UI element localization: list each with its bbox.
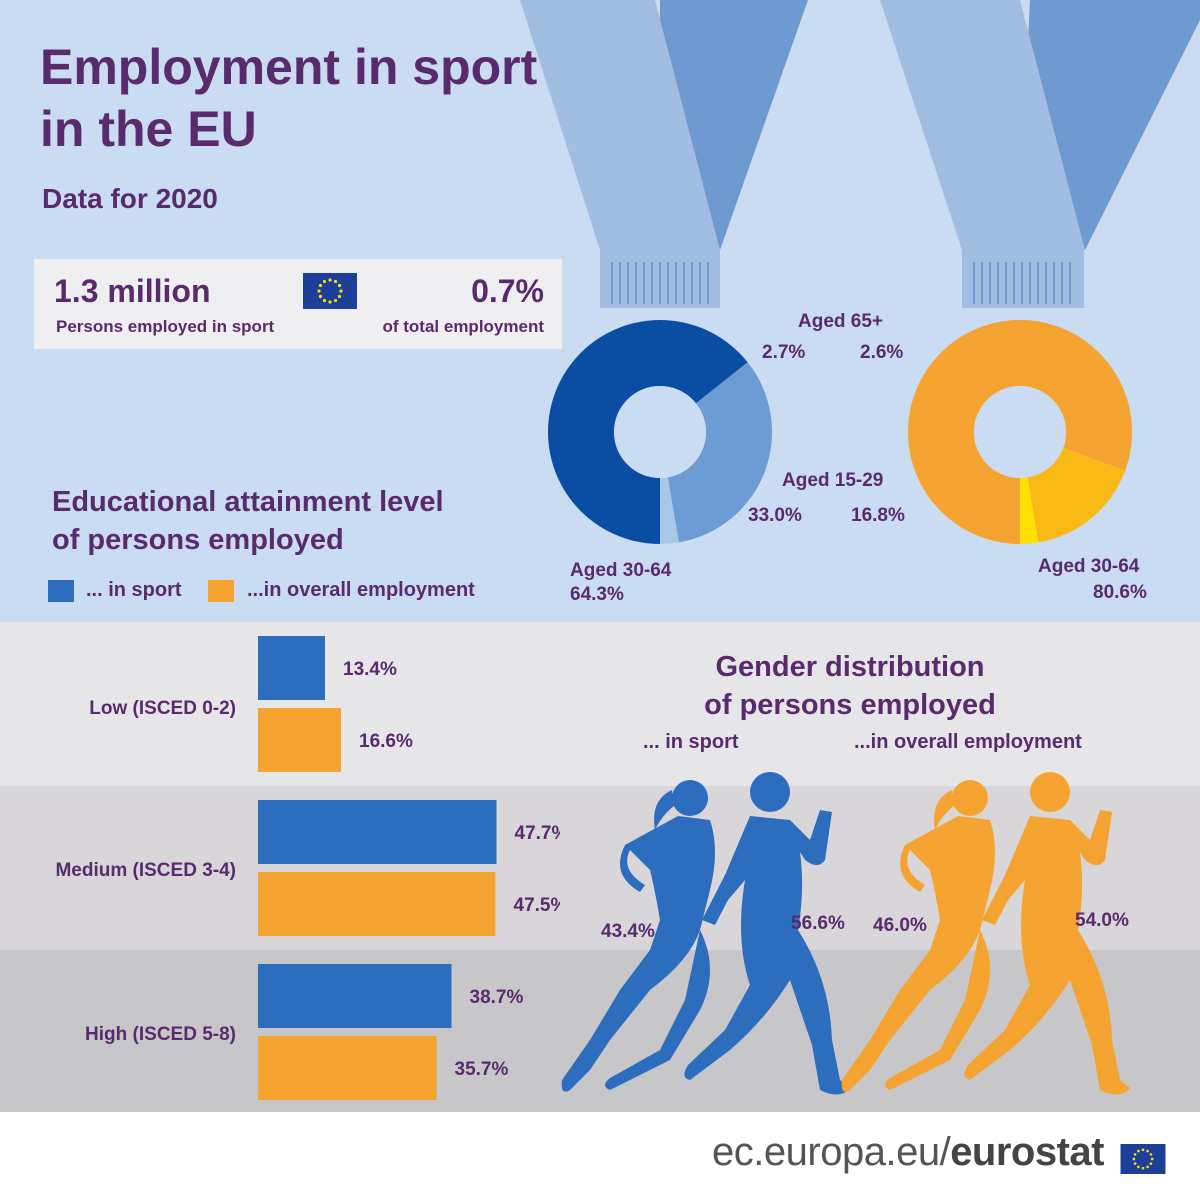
page-subtitle: Data for 2020 xyxy=(42,183,218,214)
footer-url-prefix: ec.europa.eu/ xyxy=(712,1130,951,1174)
donut-overall-hole xyxy=(974,386,1066,478)
kpi-share-value: 0.7% xyxy=(471,273,544,309)
label-aged-15-29: Aged 15-29 xyxy=(782,470,884,491)
bar-sport-1 xyxy=(258,800,497,864)
donut-sport-slice-1 xyxy=(667,362,773,543)
bar-label-overall-2: 35.7% xyxy=(455,1059,509,1080)
runner-male-sport-icon xyxy=(684,772,850,1095)
education-title-line-1: Educational attainment level xyxy=(52,486,444,518)
education-band-low xyxy=(0,622,1200,786)
value-sport-aged-30-64: 64.3% xyxy=(570,584,624,605)
title-line-1: Employment in sport xyxy=(40,39,538,95)
eu-flag-icon xyxy=(303,273,357,309)
runners-illustration xyxy=(561,772,1130,1095)
education-bar-chart: 13.4% 47.7% 38.7% 16.6% 47.5% 35.7% xyxy=(258,636,561,1100)
bar-label-sport-2: 38.7% xyxy=(470,987,524,1008)
legend-sport-swatch xyxy=(48,580,74,602)
value-overall-aged-30-64: 80.6% xyxy=(1093,582,1147,603)
bar-sport-2 xyxy=(258,964,452,1028)
label-overall-aged-30-64: Aged 30-64 xyxy=(1038,556,1140,577)
bar-sport-0 xyxy=(258,636,325,700)
gender-title-line-1: Gender distribution xyxy=(715,651,985,683)
donut-sport-slice-2 xyxy=(660,477,679,544)
value-overall-aged-65: 2.6% xyxy=(860,342,904,363)
education-band-medium xyxy=(0,786,1200,950)
footer xyxy=(0,1112,1200,1200)
bar-label-sport-1: 47.7% xyxy=(515,823,561,844)
kpi-box: 1.3 million Persons employed in sport 0.… xyxy=(34,259,562,349)
eu-flag-icon xyxy=(1120,1144,1166,1174)
bar-label-sport-0: 13.4% xyxy=(343,659,397,680)
gender-sub-overall: ...in overall employment xyxy=(854,731,1082,753)
page-title: Employment in sport in the EU xyxy=(40,36,600,160)
gender-sport-female: 43.4% xyxy=(601,921,655,942)
bar-label-overall-1: 47.5% xyxy=(514,895,561,916)
bar-overall-1 xyxy=(258,872,496,936)
bar-label-overall-0: 16.6% xyxy=(359,731,413,752)
age-donut-charts xyxy=(547,320,1132,544)
footer-url[interactable]: ec.europa.eu/eurostat xyxy=(712,1130,1104,1175)
runner-female-overall-icon xyxy=(841,780,995,1092)
legend-overall-swatch xyxy=(208,580,234,602)
kpi-share-label: of total employment xyxy=(382,317,544,336)
donut-overall-slice-1 xyxy=(1027,447,1126,543)
donut-overall-slice-0 xyxy=(908,320,1132,544)
gender-overall-female: 46.0% xyxy=(873,915,927,936)
gender-title-line-2: of persons employed xyxy=(704,689,996,721)
legend-sport-label: ... in sport xyxy=(86,579,182,601)
category-low: Low (ISCED 0-2) xyxy=(89,698,236,719)
donut-overall-slice-2 xyxy=(1020,477,1039,544)
gender-overall-male: 54.0% xyxy=(1075,910,1129,931)
legend-overall-label: ...in overall employment xyxy=(247,579,475,601)
gender-section-title: Gender distribution of persons employed xyxy=(620,648,1080,724)
education-title-line-2: of persons employed xyxy=(52,524,344,556)
gender-sub-sport: ... in sport xyxy=(643,731,739,753)
gender-sport-male: 56.6% xyxy=(791,913,845,934)
footer-url-brand: eurostat xyxy=(950,1130,1104,1174)
label-aged-65: Aged 65+ xyxy=(798,311,884,332)
donut-sport-hole xyxy=(614,386,706,478)
label-sport-aged-30-64: Aged 30-64 xyxy=(570,560,672,581)
donut-sport-slice-0 xyxy=(547,320,748,544)
medal-ribbons-illustration xyxy=(520,0,1200,308)
title-line-2: in the EU xyxy=(40,101,257,157)
kpi-persons-label: Persons employed in sport xyxy=(56,317,275,336)
runner-male-overall-icon xyxy=(964,772,1130,1095)
bar-overall-0 xyxy=(258,708,341,772)
value-sport-aged-65: 2.7% xyxy=(762,342,806,363)
value-overall-aged-15-29: 16.8% xyxy=(851,505,905,526)
category-high: High (ISCED 5-8) xyxy=(85,1024,236,1045)
runner-female-sport-icon xyxy=(561,780,715,1092)
value-sport-aged-15-29: 33.0% xyxy=(748,505,802,526)
bar-overall-2 xyxy=(258,1036,437,1100)
education-section-title: Educational attainment level of persons … xyxy=(52,483,512,559)
category-medium: Medium (ISCED 3-4) xyxy=(55,860,236,881)
kpi-persons-value: 1.3 million xyxy=(54,273,211,309)
